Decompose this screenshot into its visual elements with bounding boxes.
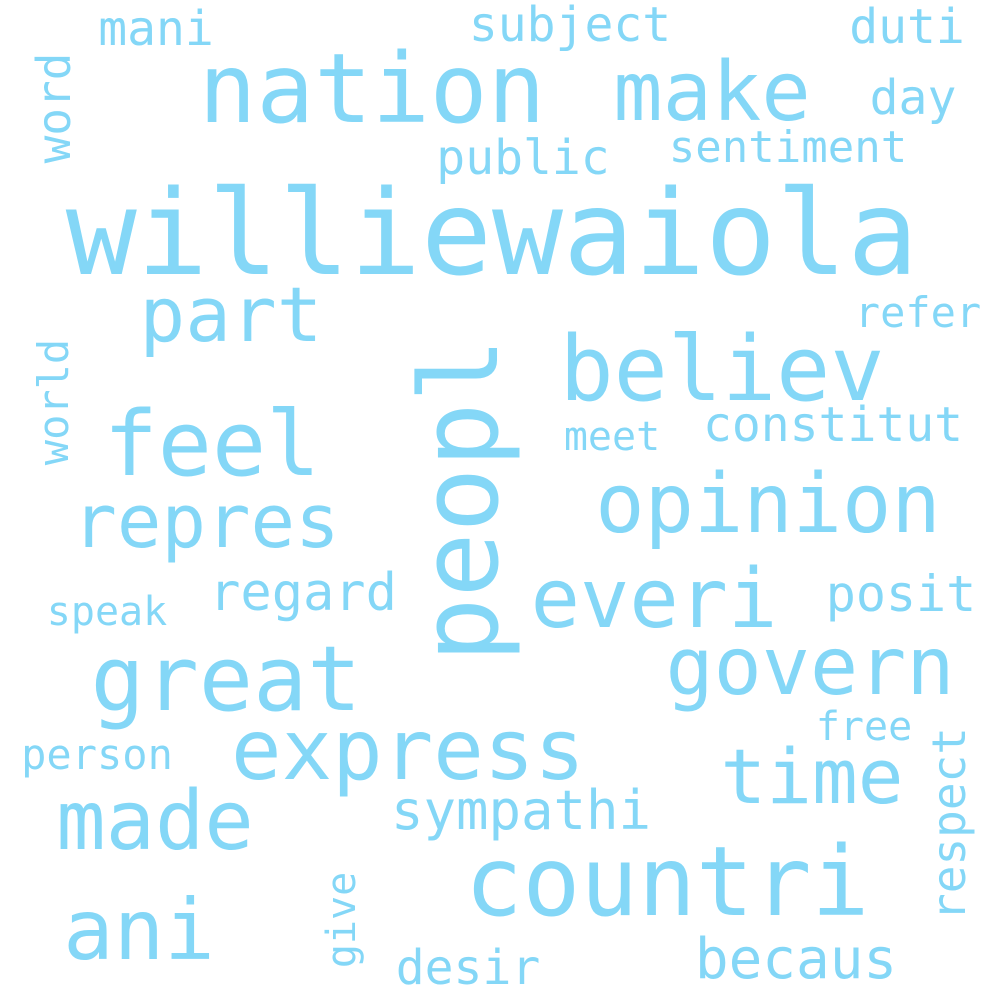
word-opinion: opinion (595, 457, 941, 552)
word-express: express (230, 701, 586, 799)
word-respect: respect (922, 727, 976, 921)
word-regard: regard (209, 563, 397, 623)
word-refer: refer (854, 288, 982, 337)
word-world: world (29, 338, 78, 466)
word-repres: repres (72, 479, 340, 565)
word-countri: countri (464, 826, 870, 938)
word-public: public (436, 130, 610, 186)
word-speak: speak (46, 589, 168, 635)
word-becaus: becaus (694, 927, 898, 992)
word-word: word (27, 52, 81, 164)
word-give: give (319, 871, 365, 969)
word-time: time (720, 732, 904, 821)
word-williewaiola: williewaiola (65, 164, 919, 302)
word-everi: everi (530, 552, 778, 647)
word-posit: posit (825, 565, 977, 623)
word-great: great (90, 627, 362, 732)
word-sentiment: sentiment (668, 122, 908, 173)
word-ani: ani (63, 881, 215, 979)
word-constitut: constitut (702, 397, 964, 453)
word-duti: duti (849, 0, 965, 55)
word-peopl: peopl (398, 337, 523, 663)
word-desir: desir (395, 940, 541, 996)
word-subject: subject (468, 0, 672, 53)
word-made: made (56, 774, 254, 869)
word-sympathi: sympathi (390, 779, 652, 842)
word-believ: believ (559, 317, 885, 422)
word-nation: nation (198, 33, 546, 145)
word-free: free (815, 704, 913, 750)
word-make: make (613, 45, 811, 140)
word-day: day (869, 70, 957, 126)
word-person: person (21, 730, 173, 779)
word-feel: feel (103, 392, 321, 497)
word-part: part (139, 270, 323, 359)
word-meet: meet (563, 414, 661, 460)
word-govern: govern (665, 620, 955, 713)
word-mani: mani (98, 1, 214, 57)
